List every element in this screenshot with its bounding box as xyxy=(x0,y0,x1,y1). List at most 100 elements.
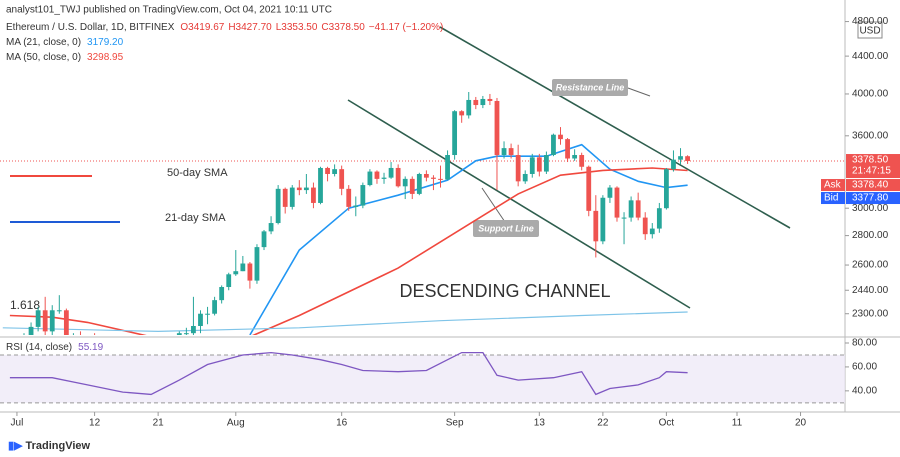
bid-tag xyxy=(821,192,845,205)
candle-body xyxy=(318,167,323,203)
candle-body xyxy=(381,177,387,179)
candle-body xyxy=(685,156,690,162)
x-tick-label: 13 xyxy=(534,418,546,429)
rsi-tick-label: 40.00 xyxy=(852,385,877,396)
y-tick-label: 4000.00 xyxy=(852,89,889,100)
candle-body xyxy=(431,177,436,179)
legend-value: 3298.95 xyxy=(87,52,124,63)
candle-body xyxy=(42,310,48,332)
label-box xyxy=(552,79,628,96)
legend-name: MA (21, close, 0) xyxy=(6,37,81,48)
candle-body xyxy=(275,188,281,224)
rsi-legend: RSI (14, close) 55.19 xyxy=(6,342,104,353)
y-tick-label: 2300.00 xyxy=(852,308,889,319)
currency: USD xyxy=(859,26,880,37)
candle-body xyxy=(339,169,345,189)
annotation: DESCENDING CHANNEL xyxy=(399,281,610,301)
annotation: Resistance Line xyxy=(556,82,625,92)
candle-body xyxy=(642,217,648,235)
candle-body xyxy=(494,100,500,156)
rsi-tick-label: 80.00 xyxy=(852,338,877,349)
candle-body xyxy=(621,217,627,219)
candle-body xyxy=(522,173,528,182)
candle-body xyxy=(543,155,549,172)
candle-body xyxy=(671,159,676,170)
candle-body xyxy=(614,187,620,218)
candle-body xyxy=(452,111,458,156)
candle-body xyxy=(515,155,521,182)
candle-body xyxy=(586,166,592,211)
candle-body xyxy=(240,263,246,272)
candle-body xyxy=(247,263,253,281)
x-tick-label: 11 xyxy=(732,418,743,429)
logo: ▮▶ xyxy=(8,440,23,452)
symbol-line: Ethereum / U.S. Dollar, 1D, BITFINEX O341… xyxy=(6,22,443,33)
annotation: 1.618 xyxy=(10,298,40,312)
currency-box xyxy=(857,21,883,39)
candle-body xyxy=(176,333,182,335)
candle-body xyxy=(593,210,599,242)
candle-body xyxy=(367,171,373,186)
x-tick-label: 20 xyxy=(795,418,807,429)
candle-body xyxy=(628,200,634,218)
x-tick-label: 21 xyxy=(153,418,165,429)
candle-body xyxy=(183,333,189,335)
candle-body xyxy=(480,98,486,106)
candle-body xyxy=(649,228,655,235)
x-tick-label: Sep xyxy=(446,418,464,429)
candle-body xyxy=(212,300,218,314)
legend-value: 55.19 xyxy=(78,342,103,353)
arrow xyxy=(627,87,651,97)
last-price-box xyxy=(846,154,900,179)
y-tick-label: 3600.00 xyxy=(852,130,889,141)
candle-body xyxy=(529,157,535,174)
label-box xyxy=(473,220,539,237)
bid-box xyxy=(846,192,900,205)
legend-name: RSI (14, close) xyxy=(6,342,72,353)
ma-line xyxy=(9,167,688,335)
candle-body xyxy=(268,223,274,232)
legend-value: 3179.20 xyxy=(87,37,124,48)
candle-body xyxy=(374,171,380,179)
candle-body xyxy=(63,310,69,335)
last-price-label: 3378.50 xyxy=(852,155,889,166)
candle-body xyxy=(551,134,556,156)
candle-body xyxy=(416,173,422,194)
candle-body xyxy=(438,178,443,180)
candle-body xyxy=(508,148,514,156)
annotation: 21-day SMA xyxy=(165,212,226,224)
candle-body xyxy=(536,157,542,172)
candle-body xyxy=(332,169,338,174)
ohlc: −41.17 (−1.20%) xyxy=(369,22,444,33)
x-tick-label: Oct xyxy=(659,418,675,429)
ohlc: H3427.70 xyxy=(228,22,272,33)
x-tick-label: Jul xyxy=(11,418,24,429)
candle-body xyxy=(353,205,359,207)
candle-body xyxy=(572,155,578,159)
ohlc: L3353.50 xyxy=(276,22,318,33)
candle-body xyxy=(423,173,429,178)
x-tick-label: Aug xyxy=(227,418,245,429)
candle-body xyxy=(226,274,232,288)
candle-body xyxy=(678,156,683,160)
brand-name: TradingView xyxy=(26,440,91,452)
candle-body xyxy=(459,111,465,116)
x-tick-label: 16 xyxy=(336,418,348,429)
candle-body xyxy=(205,313,210,315)
candle-body xyxy=(395,167,401,187)
rsi-pane: 80.00 60.00 40.00 xyxy=(0,338,877,404)
candle-body xyxy=(360,185,366,206)
channel xyxy=(347,26,791,309)
candle-body xyxy=(409,178,415,194)
candle-body xyxy=(289,187,295,207)
resistance-line xyxy=(439,26,791,229)
ask-price: 3378.40 xyxy=(852,180,889,191)
y-tick-label: 4800.00 xyxy=(852,16,889,27)
candle-body xyxy=(487,98,493,101)
ohlc: C3378.50 xyxy=(321,22,365,33)
x-tick-label: 22 xyxy=(597,418,609,429)
candle-body xyxy=(466,99,472,116)
candle-body xyxy=(325,167,330,174)
candle-body xyxy=(28,326,34,335)
